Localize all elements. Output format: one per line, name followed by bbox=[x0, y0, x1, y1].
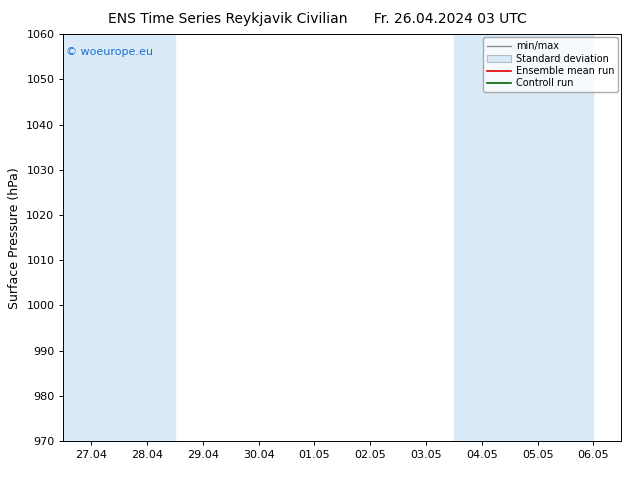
Text: ENS Time Series Reykjavik Civilian      Fr. 26.04.2024 03 UTC: ENS Time Series Reykjavik Civilian Fr. 2… bbox=[108, 12, 526, 26]
Bar bbox=[454, 34, 566, 441]
Bar bbox=[566, 34, 593, 441]
Legend: min/max, Standard deviation, Ensemble mean run, Controll run: min/max, Standard deviation, Ensemble me… bbox=[483, 37, 618, 92]
Bar bbox=[63, 34, 175, 441]
Y-axis label: Surface Pressure (hPa): Surface Pressure (hPa) bbox=[8, 167, 21, 309]
Text: © woeurope.eu: © woeurope.eu bbox=[66, 47, 153, 56]
